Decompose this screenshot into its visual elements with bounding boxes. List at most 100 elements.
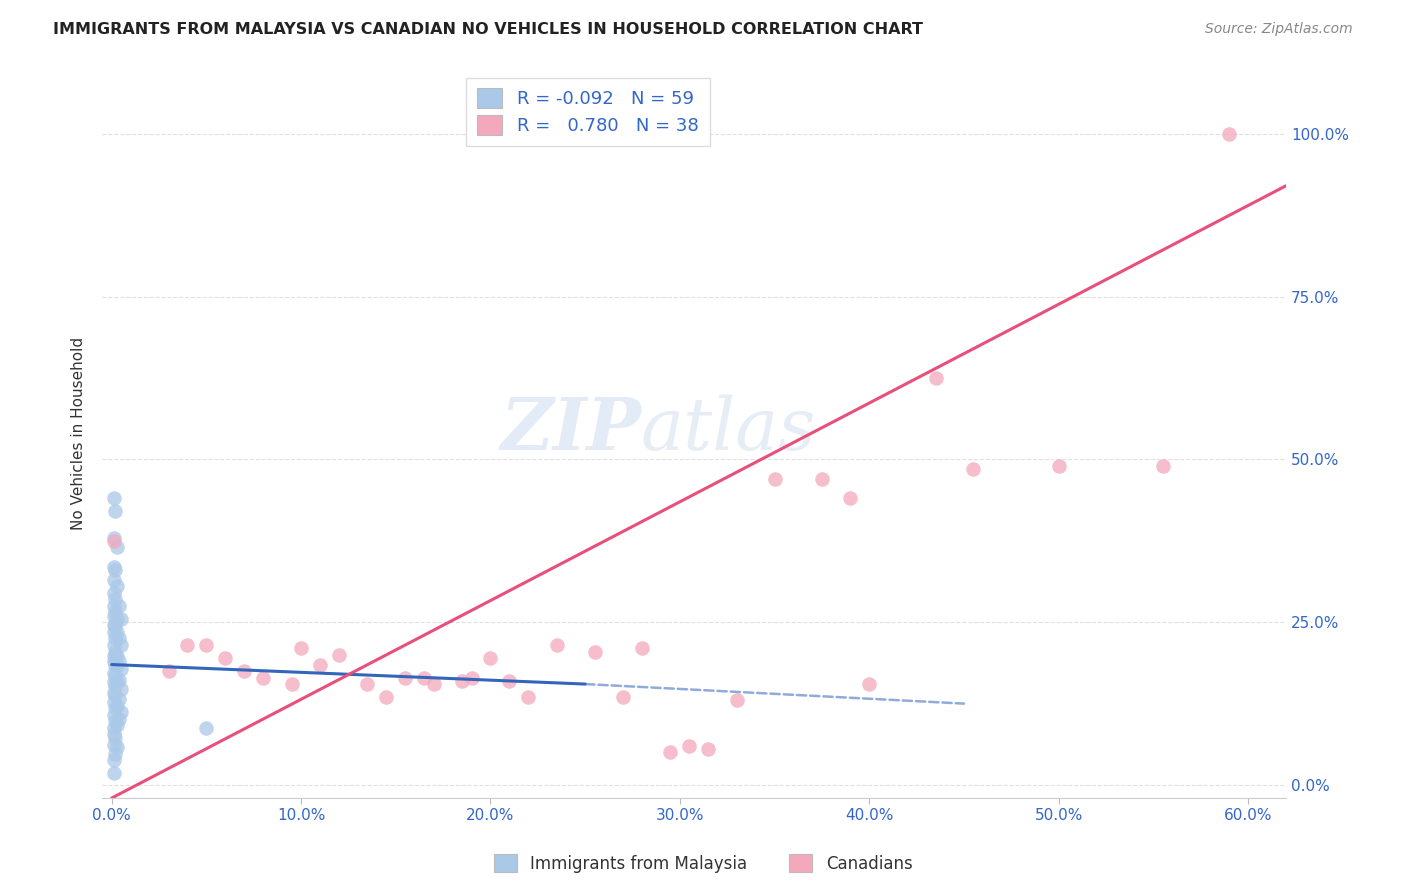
Point [108,599,131,613]
Point [103,624,125,639]
Point [108,712,131,726]
Point [498,673,520,688]
Point [839,491,862,506]
Point [858,677,880,691]
Point [280,677,302,691]
Point [108,632,131,646]
Point [104,504,127,518]
Point [103,638,125,652]
Point [103,573,125,587]
Point [460,671,482,685]
Point [103,685,125,699]
Text: ZIP: ZIP [501,394,641,465]
Point [103,586,125,600]
Point [811,472,834,486]
Point [105,648,128,663]
Point [328,648,350,662]
Point [104,731,127,746]
Point [103,559,125,574]
Point [103,695,125,709]
Point [110,638,132,652]
Point [103,707,125,722]
Point [103,618,125,632]
Point [413,671,436,685]
Point [962,462,984,476]
Point [659,746,682,760]
Point [104,747,127,761]
Point [678,739,700,753]
Point [105,740,128,755]
Point [451,673,474,688]
Y-axis label: No Vehicles in Household: No Vehicles in Household [72,336,86,530]
Point [110,705,132,719]
Point [105,675,128,690]
Point [233,664,256,678]
Point [104,679,127,693]
Point [103,608,125,623]
Point [104,657,127,672]
Point [104,668,127,682]
Point [612,690,634,705]
Point [1047,458,1070,473]
Point [290,641,312,656]
Point [104,714,127,729]
Point [103,599,125,613]
Point [104,688,127,702]
Point [252,671,274,685]
Point [103,531,125,545]
Point [105,579,128,593]
Legend: Immigrants from Malaysia, Canadians: Immigrants from Malaysia, Canadians [486,847,920,880]
Point [546,638,568,652]
Point [108,692,131,706]
Point [394,671,416,685]
Text: Source: ZipAtlas.com: Source: ZipAtlas.com [1205,22,1353,37]
Point [104,606,127,620]
Point [103,766,125,780]
Point [105,698,128,713]
Point [105,718,128,732]
Text: IMMIGRANTS FROM MALAYSIA VS CANADIAN NO VEHICLES IN HOUSEHOLD CORRELATION CHART: IMMIGRANTS FROM MALAYSIA VS CANADIAN NO … [53,22,924,37]
Point [108,654,131,668]
Point [104,632,127,646]
Point [103,533,125,548]
Point [110,681,132,696]
Point [422,677,444,691]
Point [1152,458,1174,473]
Point [104,644,127,658]
Text: atlas: atlas [641,394,817,465]
Point [631,641,654,656]
Point [104,563,127,577]
Point [104,592,127,607]
Point [105,659,128,673]
Point [725,693,748,707]
Point [157,664,180,678]
Point [103,675,125,690]
Point [103,727,125,741]
Point [104,618,127,632]
Legend: R = -0.092   N = 59, R =   0.780   N = 38: R = -0.092 N = 59, R = 0.780 N = 38 [467,78,710,146]
Point [105,624,128,639]
Point [763,472,786,486]
Point [697,742,720,756]
Point [356,677,378,691]
Point [375,690,398,705]
Point [195,721,218,735]
Point [924,371,946,385]
Point [103,491,125,506]
Point [103,648,125,663]
Point [176,638,198,652]
Point [103,665,125,680]
Point [195,638,218,652]
Point [108,673,131,687]
Point [105,541,128,555]
Point [583,644,606,658]
Point [110,612,132,626]
Point [309,657,332,672]
Point [105,612,128,626]
Point [1218,127,1240,141]
Point [103,738,125,752]
Point [103,753,125,767]
Point [103,721,125,735]
Point [110,662,132,676]
Point [103,654,125,668]
